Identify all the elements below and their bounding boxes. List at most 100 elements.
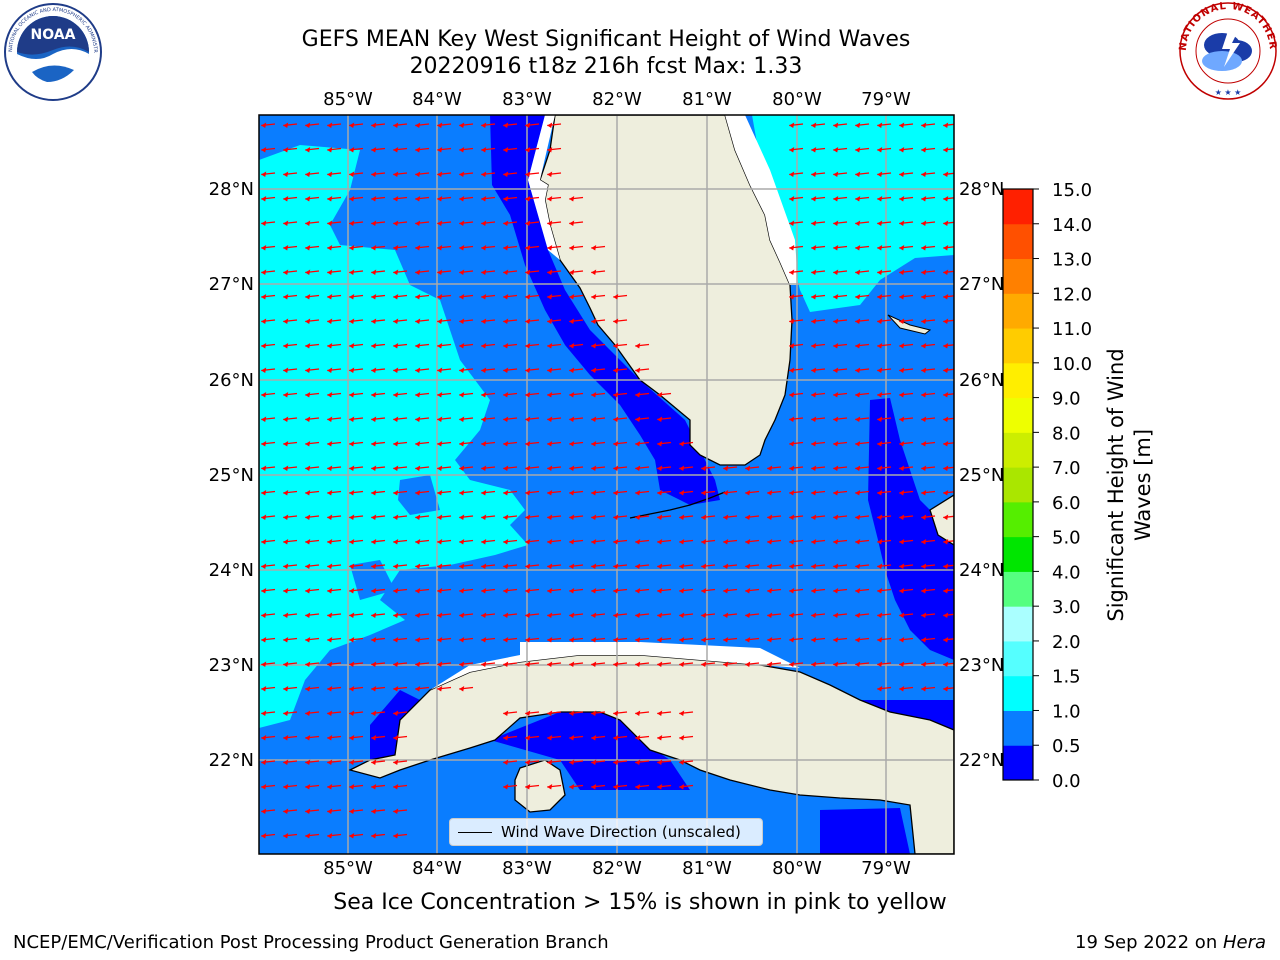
- colorbar-tick-label: 13.0: [1052, 250, 1092, 271]
- wind-wave-arrowhead: [283, 563, 289, 570]
- wind-wave-arrowhead: [459, 416, 465, 423]
- wind-wave-arrowhead: [613, 514, 619, 521]
- wind-wave-arrowhead: [657, 539, 663, 545]
- wind-wave-arrowhead: [283, 343, 289, 349]
- wind-wave-arrowhead: [305, 833, 311, 839]
- wind-wave-arrowhead: [877, 392, 883, 398]
- wind-wave-arrowhead: [811, 441, 817, 447]
- wind-wave-arrowhead: [943, 416, 949, 423]
- wind-wave-arrowhead: [415, 392, 421, 398]
- wind-wave-arrowhead: [547, 416, 553, 423]
- wind-wave-arrowhead: [811, 220, 817, 227]
- wind-wave-arrowhead: [481, 588, 487, 594]
- wind-wave-arrowhead: [393, 490, 399, 496]
- wind-wave-arrowhead: [371, 392, 377, 398]
- wind-wave-arrowhead: [459, 392, 465, 398]
- wind-wave-arrowhead: [591, 343, 597, 349]
- wind-wave-arrowhead: [569, 294, 575, 300]
- wind-wave-arrowhead: [569, 416, 575, 423]
- wind-wave-arrowhead: [657, 490, 663, 496]
- wind-wave-arrowhead: [723, 588, 729, 594]
- wind-wave-arrowhead: [371, 539, 377, 545]
- colorbar-tick-label: 6.0: [1052, 493, 1081, 514]
- wind-wave-arrowhead: [305, 735, 311, 741]
- wind-wave-arrowhead: [679, 563, 685, 570]
- wind-wave-arrowhead: [283, 514, 289, 521]
- wind-wave-arrowhead: [261, 588, 267, 594]
- wind-wave-arrowhead: [459, 686, 465, 692]
- wind-wave-arrowhead: [899, 122, 905, 129]
- colorbar-ticks: 0.0 0.5 1.0 1.5 2.0 3.0 4.0 5.0 6.0 7.0 8.0 9.0 10.0…: [1033, 180, 1092, 792]
- wind-wave-arrowhead: [877, 539, 883, 545]
- wind-wave-arrowhead: [503, 220, 509, 227]
- wind-wave-arrowhead: [613, 318, 619, 325]
- wind-wave-arrowhead: [261, 612, 267, 619]
- wind-wave-arrowhead: [349, 147, 355, 153]
- wind-wave-arrowhead: [349, 808, 355, 815]
- wind-wave-arrowhead: [525, 539, 531, 545]
- wind-wave-arrowhead: [921, 367, 927, 374]
- wind-wave-arrowhead: [569, 637, 575, 643]
- wind-wave-arrowhead: [701, 563, 707, 570]
- wind-wave-arrowhead: [547, 220, 553, 227]
- land-bahamas: [929, 494, 954, 546]
- wind-wave-arrowhead: [305, 637, 311, 643]
- wind-wave-arrowhead: [701, 588, 707, 594]
- footer-date: 19 Sep 2022 on Hera: [1075, 932, 1266, 953]
- wind-wave-arrowhead: [393, 759, 399, 766]
- wind-wave-arrowhead: [349, 367, 355, 374]
- wind-wave-arrowhead: [393, 196, 399, 202]
- wind-wave-arrowhead: [635, 588, 641, 594]
- wind-wave-arrowhead: [393, 220, 399, 227]
- wind-wave-arrowhead: [305, 122, 311, 129]
- wind-wave-arrowhead: [833, 416, 839, 423]
- ocean-blue-bahamas: [868, 398, 954, 660]
- wind-wave-arrowhead: [283, 612, 289, 619]
- lat-tick-left: 27°N: [209, 274, 254, 295]
- lat-tick-right: 23°N: [959, 655, 1004, 676]
- wind-wave-arrowhead: [305, 269, 311, 276]
- wind-wave-arrowhead: [635, 735, 641, 741]
- wind-wave-arrowhead: [371, 661, 377, 668]
- wind-wave-arrowhead: [503, 367, 509, 374]
- wind-wave-arrowhead: [349, 833, 355, 839]
- wind-wave-arrowhead: [349, 784, 355, 790]
- wind-wave-arrowhead: [327, 833, 333, 839]
- wind-wave-arrowhead: [481, 294, 487, 300]
- wind-wave-arrowhead: [921, 686, 927, 692]
- wind-wave-arrowhead: [569, 490, 575, 496]
- wind-wave-arrowhead: [855, 416, 861, 423]
- wind-wave-arrowhead: [503, 784, 509, 790]
- wind-wave-arrowhead: [855, 294, 861, 300]
- colorbar-tick-label: 10.0: [1052, 354, 1092, 375]
- wind-wave-arrowhead: [943, 539, 949, 545]
- wind-wave-arrowhead: [899, 637, 905, 643]
- colorbar-swatch: [1003, 432, 1033, 468]
- wind-wave-arrowhead: [745, 612, 751, 619]
- wind-wave-arrowhead: [371, 269, 377, 276]
- wind-wave-arrowhead: [481, 171, 487, 178]
- colorbar-swatch: [1003, 536, 1033, 572]
- wind-wave-arrowhead: [437, 245, 443, 251]
- wind-wave-arrowhead: [349, 343, 355, 349]
- wind-wave-arrowhead: [767, 514, 773, 521]
- wind-wave-arrowhead: [283, 294, 289, 300]
- wind-wave-arrowhead: [305, 514, 311, 521]
- wind-wave-arrowhead: [701, 514, 707, 521]
- wind-wave-arrowhead: [877, 171, 883, 178]
- wind-wave-arrowhead: [393, 245, 399, 251]
- wind-wave-arrowhead: [921, 441, 927, 447]
- svg-text:★ ★ ★: ★ ★ ★: [1215, 88, 1242, 97]
- wind-wave-arrowhead: [811, 318, 817, 325]
- wind-wave-arrowhead: [811, 465, 817, 472]
- wind-wave-arrowhead: [833, 245, 839, 251]
- colorbar-label: Waves [m]: [1131, 429, 1155, 541]
- wind-wave-arrowhead: [283, 245, 289, 251]
- wind-wave-arrowhead: [921, 490, 927, 496]
- wind-wave-arrowhead: [921, 147, 927, 153]
- wind-wave-arrowhead: [877, 318, 883, 325]
- wind-wave-arrowhead: [635, 490, 641, 496]
- wind-wave-arrowhead: [723, 539, 729, 545]
- wind-wave-arrowhead: [855, 539, 861, 545]
